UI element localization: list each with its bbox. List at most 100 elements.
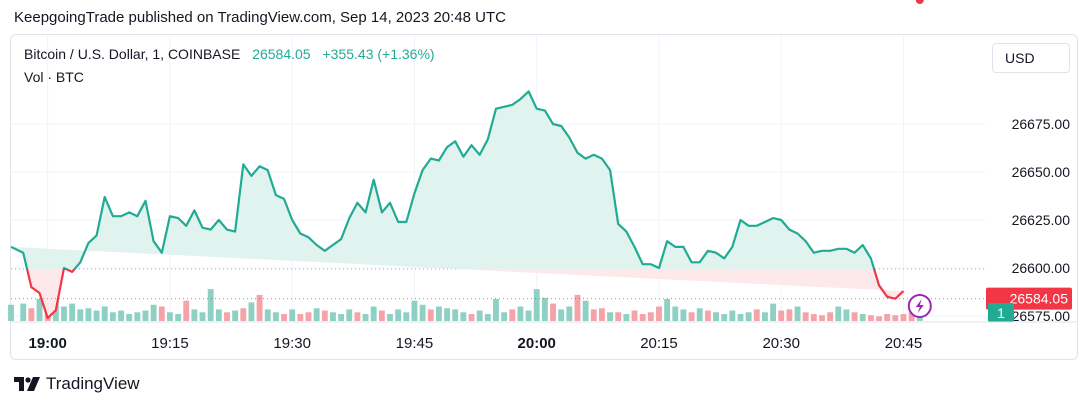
volume-bar [297,314,304,321]
volume-bar [631,310,638,321]
volume-bar [704,310,711,321]
volume-bar [305,312,312,321]
volume-bar [69,303,76,321]
volume-bar [378,310,385,321]
volume-bar [615,312,622,321]
brand-name: TradingView [46,374,140,393]
volume-bar [444,308,450,321]
volume-bar [126,314,133,321]
volume-bar [452,309,459,321]
last-price-value: 26584.05 [252,46,311,62]
volume-bar [851,312,858,321]
currency-button[interactable]: USD [992,43,1070,73]
volume-bar [354,312,361,321]
volume-bar [908,312,915,321]
volume-bar [794,306,801,321]
volume-bar [607,312,614,321]
volume-bar [346,309,353,321]
volume-bar [224,312,230,321]
volume-bar [590,309,597,321]
volume-bar [435,306,442,321]
volume-bar [101,306,108,321]
volume-bar [558,309,565,321]
volume-bar [232,310,239,321]
x-tick-label: 20:00 [518,335,556,352]
y-tick-label: 26575.00 [1012,308,1071,324]
volume-bar [36,298,43,321]
volume-bar [761,312,768,321]
volume-bar [419,304,426,321]
symbol-name: Bitcoin / U.S. Dollar, 1, COINBASE [24,46,241,62]
volume-bar [501,312,508,321]
volume-bar [802,312,809,321]
volume-bar [370,306,377,321]
volume-bar [93,310,100,321]
volume-bar [550,303,556,321]
volume-bar [582,300,589,321]
publish-caption: KeepgoingTrade published on TradingView.… [14,9,506,26]
volume-bar [843,309,850,321]
volume-bar [395,309,402,321]
volume-bar [647,312,654,321]
price-area-down [27,269,904,318]
volume-bar [753,309,760,321]
volume-bar [330,312,336,321]
volume-bar [484,314,491,321]
volume-bar [321,310,328,321]
volume-bar [656,306,662,321]
volume-bar [158,306,165,321]
volume-bar [175,314,182,321]
volume-bar [713,312,719,321]
volume-bar [810,314,817,321]
volume-bar [264,309,271,321]
price-change-value: +355.43 (+1.36%) [322,46,435,62]
volume-bar [509,309,516,321]
volume-bar [835,306,842,321]
volume-bar [109,312,116,321]
volume-bar [289,309,296,321]
volume-bar [892,315,899,321]
y-tick-label: 26600.00 [1012,260,1071,276]
volume-bar [8,304,14,321]
volume-bar [696,308,703,321]
volume-bar [517,306,524,321]
volume-bar [191,309,198,321]
volume-bar [541,297,548,321]
volume-bar [737,314,744,321]
volume-bar [313,308,320,321]
tradingview-logo-icon [14,377,40,391]
volume-legend: Vol · BTC [24,69,84,85]
volume-bar [827,312,834,321]
volume-bar [199,312,206,321]
x-tick-label: 20:15 [640,335,678,352]
x-tick-label: 20:45 [885,335,923,352]
volume-bar [118,310,124,321]
volume-bar [493,298,499,321]
volume-bar [468,314,475,321]
volume-bar [916,315,923,321]
volume-bar [28,308,35,321]
volume-bar [142,310,149,321]
volume-bar [639,314,646,321]
volume-bar [20,303,27,321]
volume-bar [664,298,671,321]
volume-bar [411,300,418,321]
volume-bar [476,310,483,321]
y-tick-label: 26650.00 [1012,164,1071,180]
volume-bar [183,300,190,321]
volume-bar [680,309,687,321]
last-price-dot [915,0,924,4]
volume-bar [778,310,785,321]
tradingview-brand[interactable]: TradingView [14,374,140,394]
volume-bar [85,308,92,321]
volume-bar [427,309,434,321]
volume-bar [729,310,736,321]
volume-bar [574,294,581,321]
volume-bar [672,306,679,321]
volume-bar [745,312,752,321]
volume-bar [167,312,173,321]
volume-bar [598,308,605,321]
volume-bar [248,302,255,321]
volume-bar [281,314,287,321]
